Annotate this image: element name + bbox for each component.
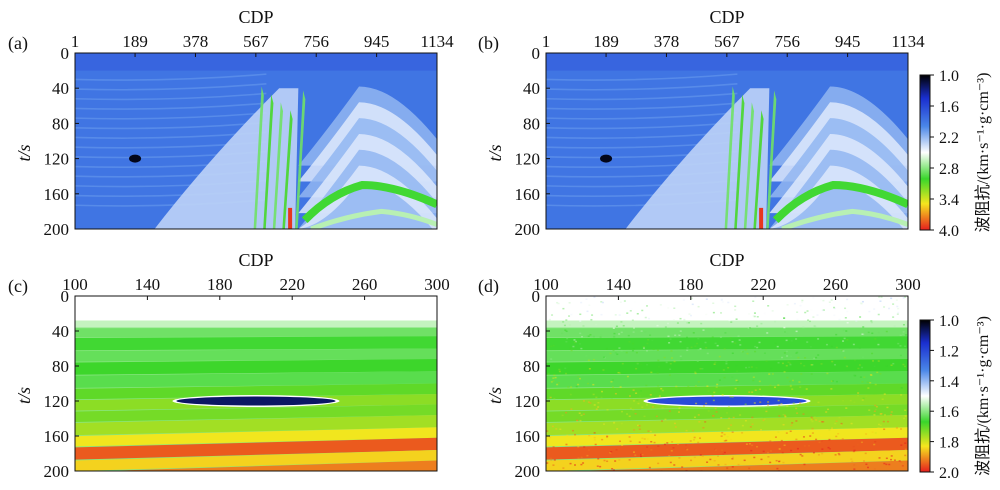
colorbar-tick-label: 1.0 <box>939 68 959 85</box>
x-tick-label: 756 <box>303 32 329 51</box>
y-axis-label: t/s <box>485 387 505 404</box>
x-axis-label: CDP <box>238 7 273 27</box>
y-tick-label: 80 <box>523 357 540 376</box>
panel-label: (b) <box>478 33 499 54</box>
y-tick-label: 160 <box>515 185 541 204</box>
y-tick-label: 160 <box>44 185 70 204</box>
colorbar-tick-label: 1.6 <box>939 404 959 421</box>
x-tick-label: 100 <box>62 275 88 294</box>
x-tick-label: 260 <box>823 275 849 294</box>
y-tick-label: 160 <box>515 427 541 446</box>
x-axis-label: CDP <box>238 250 273 270</box>
y-tick-label: 80 <box>52 357 69 376</box>
y-tick-label: 80 <box>52 114 69 133</box>
x-tick-label: 1134 <box>891 32 925 51</box>
y-tick-label: 200 <box>44 462 70 481</box>
x-tick-label: 756 <box>774 32 800 51</box>
y-axis-label: t/s <box>14 144 34 161</box>
x-tick-label: 378 <box>183 32 209 51</box>
x-tick-label: 300 <box>895 275 921 294</box>
axes-3: 100 140 180 220 260 300 0 40 80 120 160 200 CDP t/s (c… <box>8 250 450 481</box>
y-axis-label: t/s <box>14 387 34 404</box>
y-tick-label: 40 <box>52 79 69 98</box>
x-tick-label: 567 <box>714 32 740 51</box>
y-tick-label: 200 <box>44 220 70 239</box>
heatmap-image-4 <box>546 296 908 471</box>
colorbar-tick-label: 2.8 <box>939 161 959 178</box>
colorbar-top: 1.0 1.6 2.2 2.8 3.4 4.0 波阻抗/(km·s⁻¹·g·cm⁻³) <box>919 68 992 240</box>
x-tick-label: 220 <box>750 275 776 294</box>
colorbar-tick-label: 4.0 <box>939 223 959 240</box>
axes-2: 1 189 378 567 756 945 1134 0 40 80 120 160 200 CDP t/s… <box>478 7 925 239</box>
colorbar-title: 波阻抗/(km·s⁻¹·g·cm⁻³) <box>974 73 992 233</box>
y-tick-label: 160 <box>44 427 70 446</box>
y-tick-label: 120 <box>44 150 70 169</box>
x-tick-label: 945 <box>835 32 861 51</box>
panel-label: (d) <box>478 276 499 297</box>
x-axis-label: CDP <box>709 250 744 270</box>
x-tick-label: 260 <box>352 275 378 294</box>
y-tick-label: 0 <box>532 44 541 63</box>
colorbar-bottom: 1.0 1.2 1.4 1.6 1.8 2.0 波阻抗/(km·s⁻¹·g·cm⁻³) <box>919 313 992 482</box>
colorbar-gradient <box>919 74 931 231</box>
y-tick-label: 0 <box>532 287 541 306</box>
colorbar-tick-label: 3.4 <box>939 192 959 209</box>
x-tick-label: 567 <box>243 32 269 51</box>
x-tick-label: 100 <box>533 275 559 294</box>
colorbar-title: 波阻抗/(km·s⁻¹·g·cm⁻³) <box>974 316 992 476</box>
panel-label: (a) <box>8 33 28 54</box>
y-tick-label: 120 <box>515 392 541 411</box>
colorbar-tick-label: 1.6 <box>939 99 959 116</box>
y-tick-label: 120 <box>44 392 70 411</box>
x-tick-label: 140 <box>606 275 632 294</box>
colorbar-tick-label: 1.2 <box>939 343 959 360</box>
y-tick-label: 120 <box>515 150 541 169</box>
heatmap-image-2 <box>546 53 908 229</box>
x-tick-label: 945 <box>364 32 390 51</box>
axes-4: 100 140 180 220 260 300 0 40 80 120 160 200 CDP t/s (d… <box>478 250 921 481</box>
x-tick-label: 180 <box>678 275 704 294</box>
colorbar-gradient <box>919 319 931 473</box>
x-tick-label: 180 <box>207 275 233 294</box>
x-tick-label: 220 <box>279 275 305 294</box>
x-tick-label: 189 <box>122 32 148 51</box>
y-tick-label: 200 <box>515 462 541 481</box>
heatmap-image-3 <box>75 296 437 471</box>
y-tick-label: 40 <box>523 322 540 341</box>
heatmap-image-1 <box>75 53 437 229</box>
x-tick-label: 1 <box>71 32 80 51</box>
x-axis-label: CDP <box>709 7 744 27</box>
y-tick-label: 0 <box>61 44 70 63</box>
x-tick-label: 1 <box>542 32 551 51</box>
colorbar-tick-label: 2.2 <box>939 130 959 147</box>
x-tick-label: 378 <box>654 32 680 51</box>
y-tick-label: 80 <box>523 114 540 133</box>
x-tick-label: 300 <box>424 275 450 294</box>
colorbar-tick-label: 2.0 <box>939 465 959 482</box>
panel-label: (c) <box>8 276 28 297</box>
x-tick-label: 140 <box>135 275 161 294</box>
colorbar-tick-label: 1.4 <box>939 374 959 391</box>
y-axis-label: t/s <box>485 144 505 161</box>
x-tick-label: 189 <box>593 32 619 51</box>
colorbar-tick-label: 1.8 <box>939 435 959 452</box>
y-tick-label: 40 <box>52 322 69 341</box>
colorbar-tick-label: 1.0 <box>939 313 959 330</box>
y-tick-label: 0 <box>61 287 70 306</box>
x-tick-label: 1134 <box>420 32 454 51</box>
y-tick-label: 40 <box>523 79 540 98</box>
y-tick-label: 200 <box>515 220 541 239</box>
axes-1: 1 189 378 567 756 945 1134 0 40 80 120 160 200 CDP t/s… <box>8 7 454 239</box>
